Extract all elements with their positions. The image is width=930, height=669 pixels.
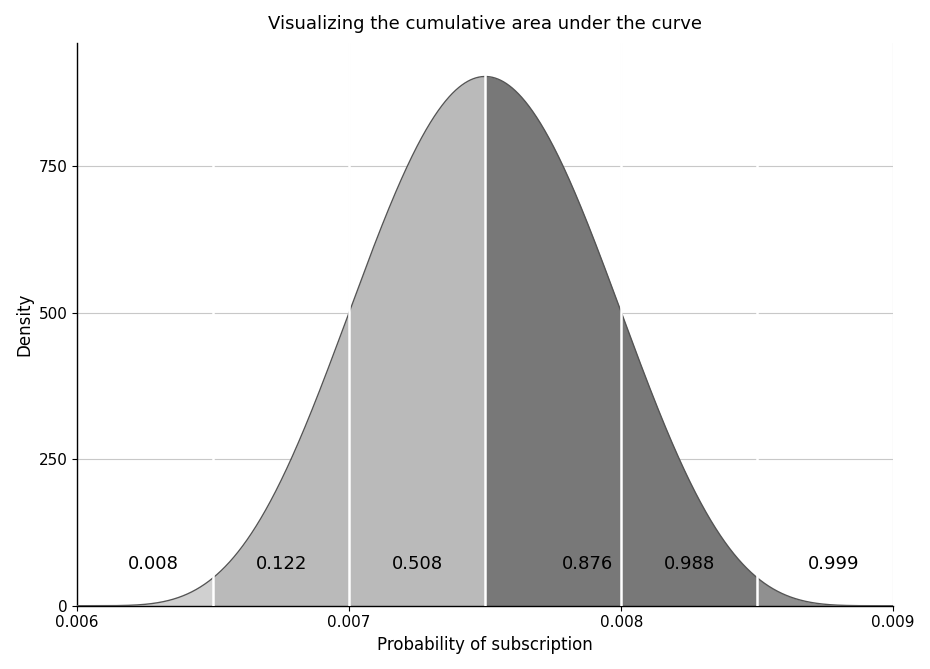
Text: 0.988: 0.988 — [664, 555, 715, 573]
Text: 0.122: 0.122 — [256, 555, 307, 573]
Text: 0.999: 0.999 — [807, 555, 859, 573]
Title: Visualizing the cumulative area under the curve: Visualizing the cumulative area under th… — [268, 15, 702, 33]
Text: 0.876: 0.876 — [562, 555, 613, 573]
Text: 0.008: 0.008 — [128, 555, 179, 573]
X-axis label: Probability of subscription: Probability of subscription — [378, 636, 593, 654]
Y-axis label: Density: Density — [15, 292, 33, 356]
Text: 0.508: 0.508 — [392, 555, 443, 573]
